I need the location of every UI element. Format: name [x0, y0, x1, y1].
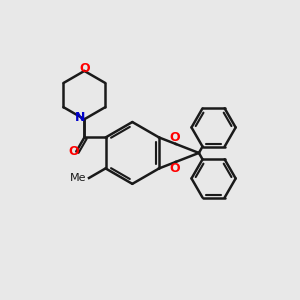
Text: Me: Me	[70, 173, 87, 183]
Text: N: N	[75, 111, 86, 124]
Text: O: O	[169, 131, 180, 144]
Text: O: O	[79, 62, 90, 75]
Text: O: O	[169, 162, 180, 175]
Text: O: O	[69, 145, 79, 158]
